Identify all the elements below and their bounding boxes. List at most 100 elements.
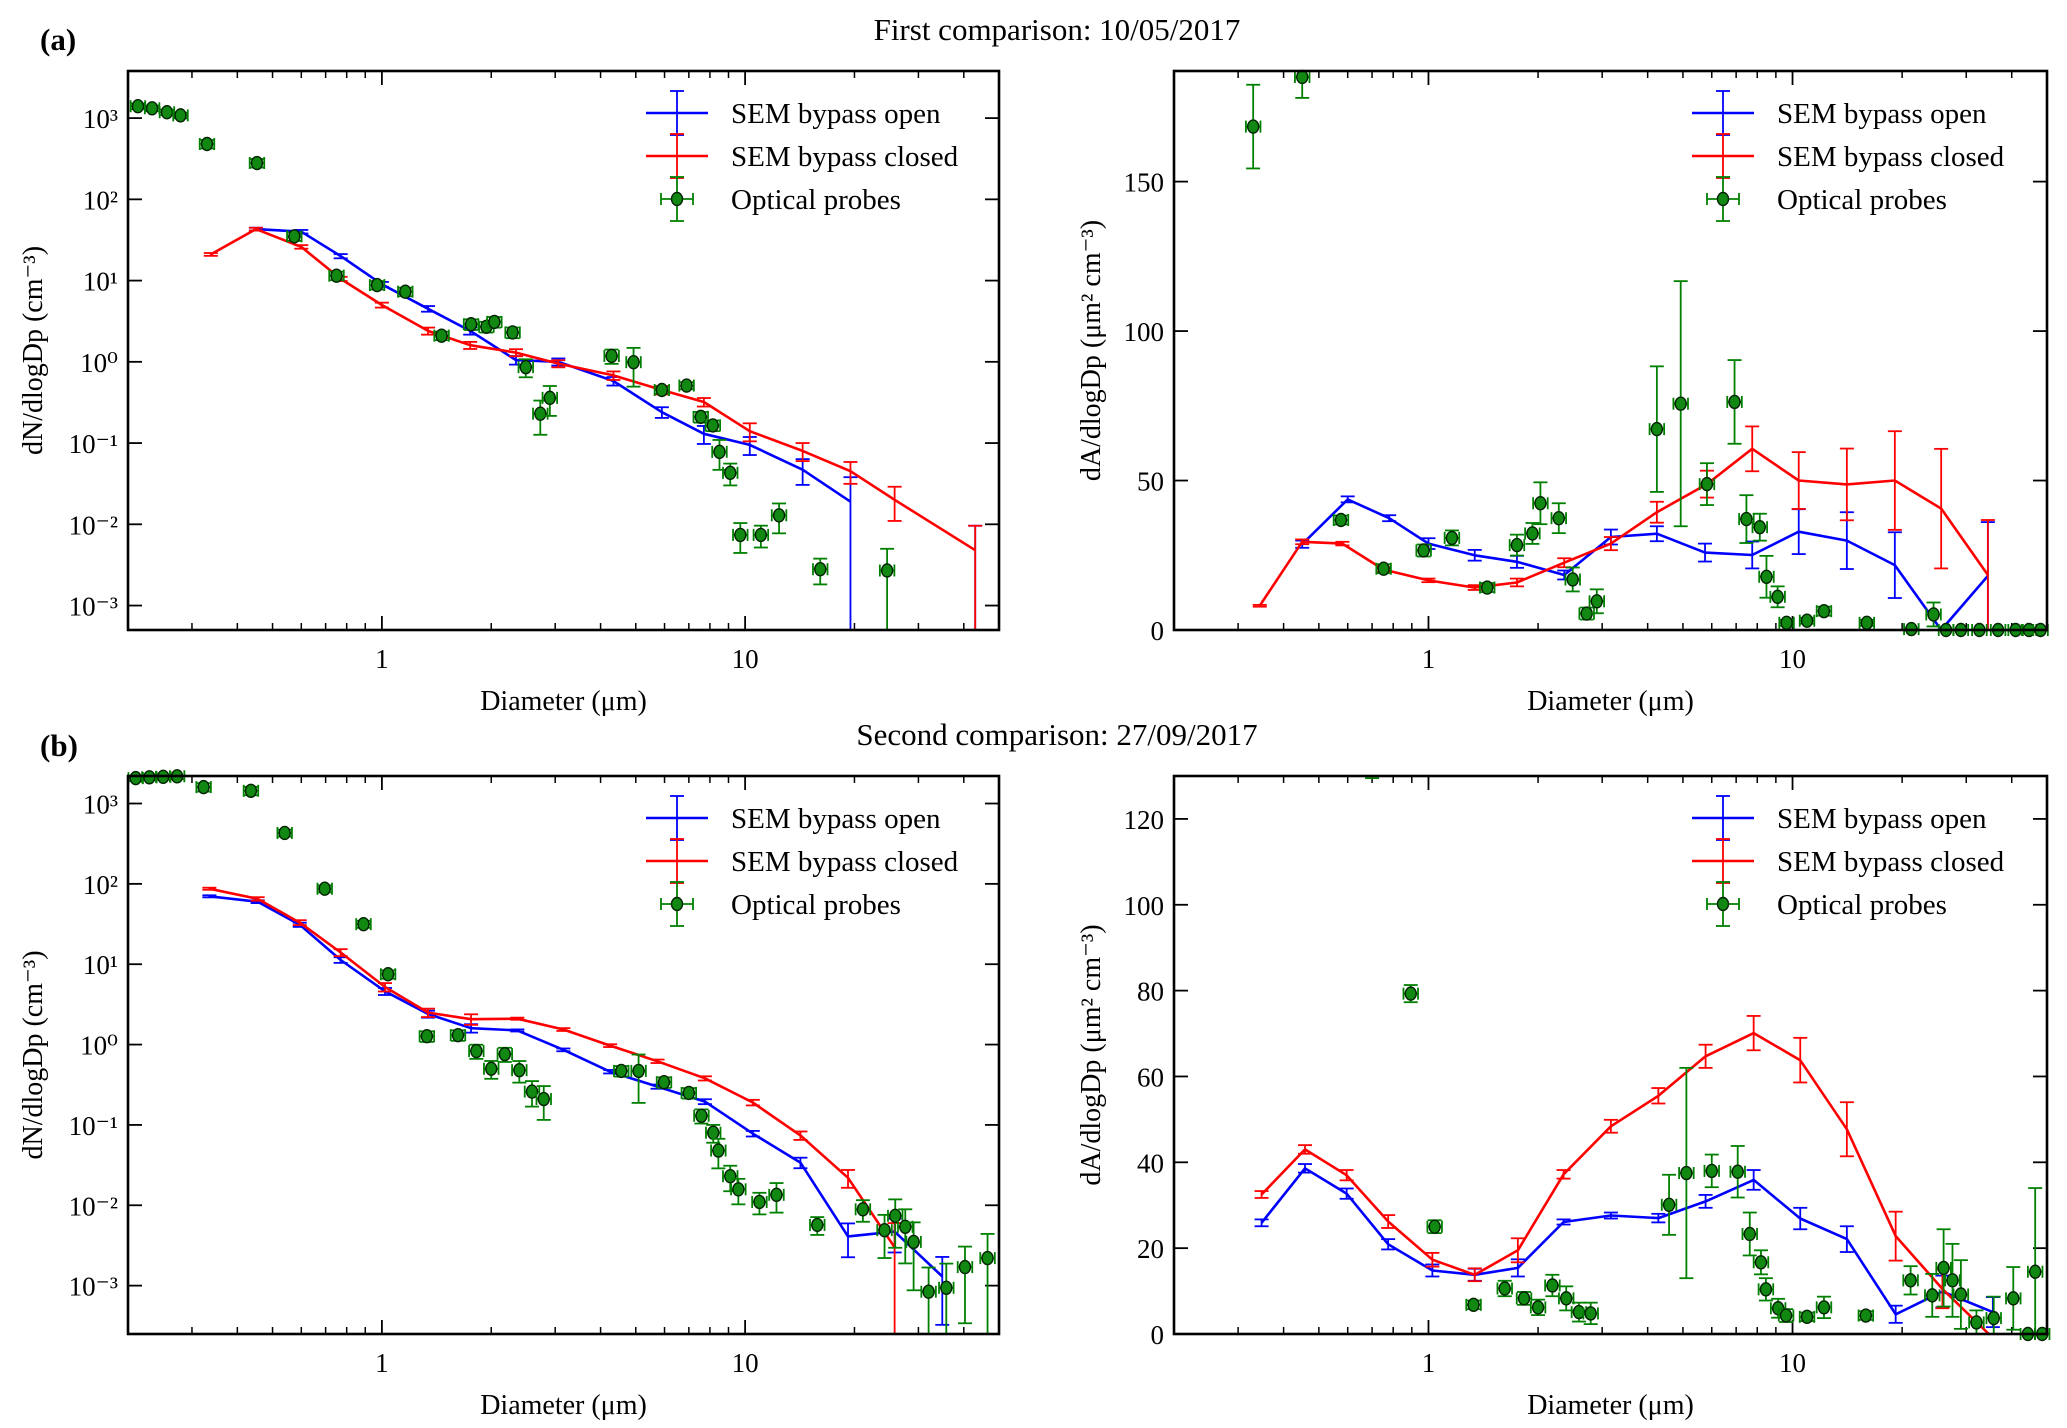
series-closed [1254,1015,1990,1335]
optical-point [1510,537,1524,553]
legend: SEM bypass open SEM bypass closed Optical … [1692,795,2005,927]
y-tick-label: 120 [1124,805,1165,835]
legend-label-optical: Optical probes [1777,184,1947,216]
optical-point [1926,1288,1939,1303]
series-closed [203,226,983,630]
optical-point [1753,519,1766,535]
optical-point [1860,615,1874,631]
y-tick-label: 10⁰ [80,348,118,378]
panel-b-title: Second comparison: 27/09/2017 [856,717,1257,752]
legend-item-optical: Optical probes [1706,881,1947,927]
optical-point [940,1280,953,1295]
optical-point [131,99,145,114]
series-optical [1244,69,2049,638]
optical-point [753,1194,766,1210]
optical-point [1779,1308,1793,1323]
legend-item-closed: SEM bypass closed [1692,838,2005,884]
optical-point [1927,607,1940,622]
optical-point [889,1208,902,1223]
series-line-closed [1258,447,1989,607]
legend: SEM bypass open SEM bypass closed Optical … [646,90,959,222]
legend-item-closed: SEM bypass closed [646,838,959,884]
y-axis-label: dA/dlogDp (μm² cm⁻³) [1076,924,1107,1185]
optical-point [470,1043,483,1059]
y-tick-label: 50 [1137,467,1164,497]
optical-point [1526,526,1539,541]
optical-point [1650,421,1664,437]
series-open [1254,1163,2000,1329]
optical-point [627,354,640,370]
legend-marker [1716,896,1730,912]
legend-label-closed: SEM bypass closed [1777,846,2005,878]
optical-point [1534,496,1547,511]
optical-point [981,1250,994,1266]
y-tick-label: 20 [1137,1234,1164,1264]
x-axis-label: Diameter (μm) [480,1390,647,1421]
optical-point [525,1084,539,1099]
optical-point [1445,530,1459,546]
optical-point [1296,69,1309,85]
optical-point [1970,1315,1983,1330]
legend-item-closed: SEM bypass closed [646,133,959,179]
panel-b-label: (b) [40,728,78,763]
optical-point [1760,569,1773,584]
optical-point [1404,986,1417,1001]
optical-point [1728,394,1741,410]
y-tick-label: 100 [1124,891,1165,921]
axes-frame [126,774,1001,1336]
optical-point [1817,1300,1831,1315]
optical-point [1754,1255,1768,1270]
series-optical [129,99,896,630]
x-tick-label: 10 [732,644,759,674]
optical-point [1740,511,1753,527]
optical-point [655,382,669,398]
optical-point [357,916,370,932]
optical-point [694,409,707,425]
x-axis-label: Diameter (μm) [1527,1390,1694,1421]
optical-point [330,268,343,283]
optical-point [1546,1278,1559,1293]
optical-point [1662,1197,1676,1213]
optical-point [1246,119,1260,134]
series-open [1295,495,1995,632]
optical-point [1680,1165,1693,1181]
optical-point [488,314,501,330]
y-tick-label: 0 [1151,1320,1165,1350]
optical-point [1417,543,1430,558]
legend-label-open: SEM bypass open [731,98,941,130]
optical-point [856,1202,870,1217]
optical-point [814,562,827,577]
x-tick-label: 1 [1422,644,1436,674]
optical-point [811,1217,824,1233]
y-tick-label: 60 [1137,1062,1164,1092]
legend-item-optical: Optical probes [660,881,901,927]
optical-point [318,881,331,896]
optical-point [244,783,258,798]
series-line-closed [209,887,896,1249]
optical-point [734,527,747,543]
optical-point [1937,1260,1950,1276]
series-closed [202,886,902,1334]
legend-item-open: SEM bypass open [646,90,941,136]
y-tick-label: 10⁻³ [69,1272,118,1302]
optical-point [754,527,768,543]
optical-point [695,1108,708,1123]
optical-point [1817,603,1831,619]
optical-point [732,1182,745,1197]
optical-point [2007,1291,2020,1306]
optical-point [1946,1273,1959,1288]
optical-point [724,465,737,481]
series-open [202,894,950,1326]
panel-a-label: (a) [40,22,76,57]
optical-point [770,1187,783,1202]
optical-point [399,284,412,299]
axes-frame [1172,774,2049,1336]
optical-point [1552,511,1565,526]
optical-point [772,508,786,523]
x-tick-label: 1 [375,1348,389,1378]
optical-point [712,1143,725,1158]
optical-point [680,378,693,393]
series-line-open [1301,498,1989,632]
